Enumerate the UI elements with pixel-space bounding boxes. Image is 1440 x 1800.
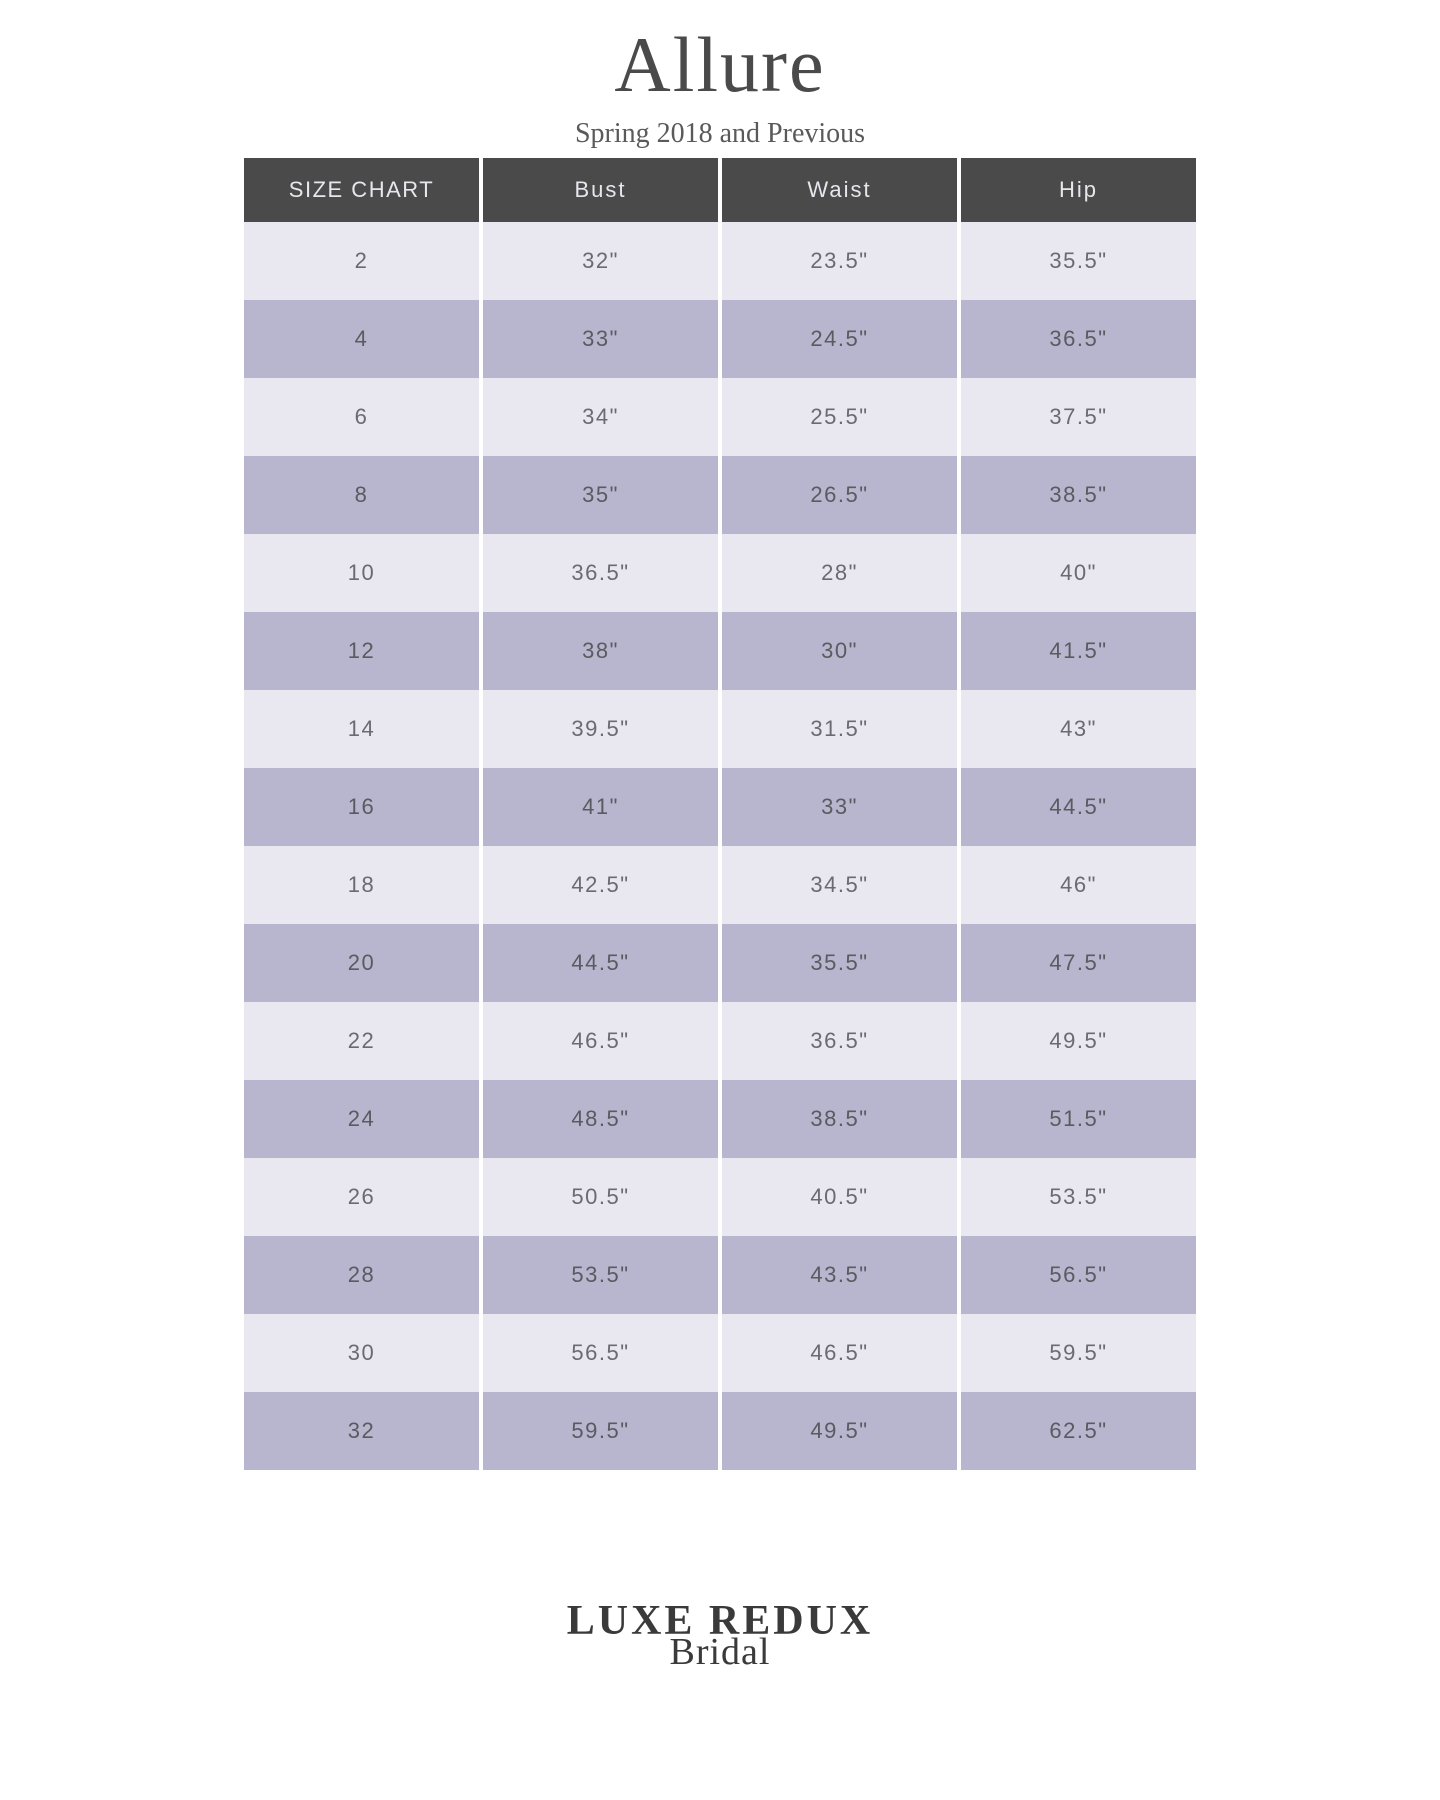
table-cell: 48.5" [483,1080,718,1158]
table-cell: 28 [244,1236,479,1314]
table-row: 3259.5"49.5"62.5" [244,1392,1196,1470]
table-cell: 34" [483,378,718,456]
table-cell: 59.5" [961,1314,1196,1392]
table-cell: 53.5" [961,1158,1196,1236]
table-cell: 41" [483,768,718,846]
table-cell: 24.5" [722,300,957,378]
table-cell: 46.5" [483,1002,718,1080]
table-cell: 22 [244,1002,479,1080]
table-cell: 23.5" [722,222,957,300]
brand-title: Allure [614,20,825,110]
col-size: SIZE CHART [244,158,479,222]
table-cell: 28" [722,534,957,612]
table-cell: 43" [961,690,1196,768]
table-row: 433"24.5"36.5" [244,300,1196,378]
col-waist: Waist [722,158,957,222]
table-row: 1036.5"28"40" [244,534,1196,612]
table-row: 2853.5"43.5"56.5" [244,1236,1196,1314]
table-cell: 20 [244,924,479,1002]
table-cell: 49.5" [961,1002,1196,1080]
table-cell: 56.5" [961,1236,1196,1314]
table-cell: 26 [244,1158,479,1236]
table-cell: 6 [244,378,479,456]
table-cell: 33" [483,300,718,378]
table-cell: 32 [244,1392,479,1470]
table-cell: 16 [244,768,479,846]
table-cell: 10 [244,534,479,612]
table-cell: 18 [244,846,479,924]
table-cell: 51.5" [961,1080,1196,1158]
table-cell: 38.5" [961,456,1196,534]
table-row: 2044.5"35.5"47.5" [244,924,1196,1002]
table-cell: 14 [244,690,479,768]
col-bust: Bust [483,158,718,222]
table-cell: 36.5" [483,534,718,612]
table-cell: 36.5" [722,1002,957,1080]
table-cell: 47.5" [961,924,1196,1002]
table-cell: 35" [483,456,718,534]
table-cell: 26.5" [722,456,957,534]
table-row: 1238"30"41.5" [244,612,1196,690]
footer-logo: LUXE REDUX Bridal [567,1600,874,1674]
table-header-row: SIZE CHART Bust Waist Hip [244,158,1196,222]
table-cell: 25.5" [722,378,957,456]
table-cell: 2 [244,222,479,300]
table-row: 2650.5"40.5"53.5" [244,1158,1196,1236]
table-cell: 31.5" [722,690,957,768]
table-cell: 43.5" [722,1236,957,1314]
table-row: 2246.5"36.5"49.5" [244,1002,1196,1080]
table-row: 634"25.5"37.5" [244,378,1196,456]
table-row: 835"26.5"38.5" [244,456,1196,534]
table-row: 3056.5"46.5"59.5" [244,1314,1196,1392]
table-cell: 38.5" [722,1080,957,1158]
table-cell: 46" [961,846,1196,924]
table-cell: 4 [244,300,479,378]
table-cell: 44.5" [961,768,1196,846]
table-cell: 37.5" [961,378,1196,456]
table-row: 232"23.5"35.5" [244,222,1196,300]
table-row: 2448.5"38.5"51.5" [244,1080,1196,1158]
table-cell: 35.5" [961,222,1196,300]
table-row: 1439.5"31.5"43" [244,690,1196,768]
table-cell: 36.5" [961,300,1196,378]
table-cell: 44.5" [483,924,718,1002]
table-cell: 34.5" [722,846,957,924]
table-cell: 40.5" [722,1158,957,1236]
table-cell: 30 [244,1314,479,1392]
table-cell: 46.5" [722,1314,957,1392]
table-cell: 35.5" [722,924,957,1002]
table-cell: 41.5" [961,612,1196,690]
table-cell: 12 [244,612,479,690]
table-cell: 53.5" [483,1236,718,1314]
table-cell: 42.5" [483,846,718,924]
table-cell: 24 [244,1080,479,1158]
table-cell: 56.5" [483,1314,718,1392]
table-cell: 50.5" [483,1158,718,1236]
col-hip: Hip [961,158,1196,222]
table-row: 1641"33"44.5" [244,768,1196,846]
size-chart-table: SIZE CHART Bust Waist Hip 232"23.5"35.5"… [240,158,1200,1470]
table-cell: 49.5" [722,1392,957,1470]
table-cell: 8 [244,456,479,534]
season-subtitle: Spring 2018 and Previous [575,118,865,150]
table-cell: 32" [483,222,718,300]
table-row: 1842.5"34.5"46" [244,846,1196,924]
table-cell: 40" [961,534,1196,612]
table-cell: 38" [483,612,718,690]
table-cell: 30" [722,612,957,690]
table-cell: 33" [722,768,957,846]
table-cell: 39.5" [483,690,718,768]
table-cell: 59.5" [483,1392,718,1470]
table-cell: 62.5" [961,1392,1196,1470]
